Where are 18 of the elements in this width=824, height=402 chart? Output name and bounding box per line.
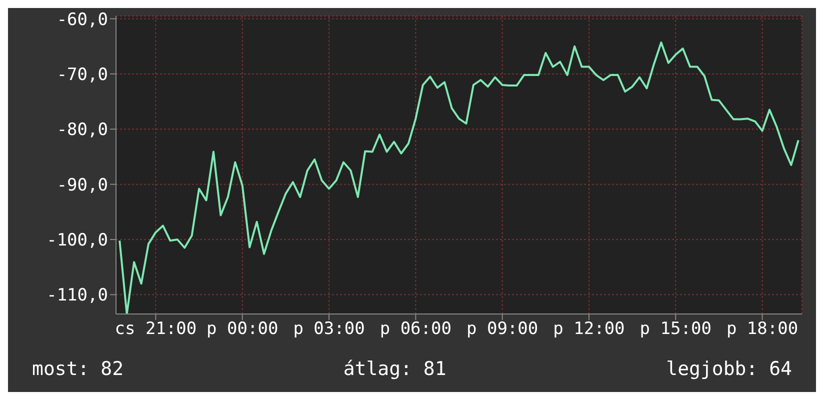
y-tick-label: -90,0 — [56, 175, 108, 196]
y-tick-label: -100,0 — [46, 230, 108, 251]
x-tick-label: p 15:00 — [640, 319, 712, 340]
y-tick-label: -80,0 — [56, 120, 108, 140]
x-tick-label: p 06:00 — [380, 319, 452, 340]
y-tick-label: -70,0 — [56, 64, 108, 85]
x-tick-label: p 03:00 — [293, 319, 365, 340]
y-tick-label: -110,0 — [46, 286, 108, 306]
x-tick-label: p 09:00 — [466, 319, 538, 340]
text: átlag: 81 — [343, 358, 446, 380]
x-tick-label: p 18:00 — [726, 319, 798, 340]
x-tick-label: p 12:00 — [553, 319, 625, 340]
text: most: 82 — [32, 358, 124, 380]
text: legjobb: 64 — [666, 358, 792, 380]
x-tick-label: cs 21:00 — [114, 319, 197, 340]
x-tick-label: p 00:00 — [206, 319, 278, 340]
line-series — [118, 41, 800, 314]
y-tick-label: -60,0 — [56, 10, 108, 30]
